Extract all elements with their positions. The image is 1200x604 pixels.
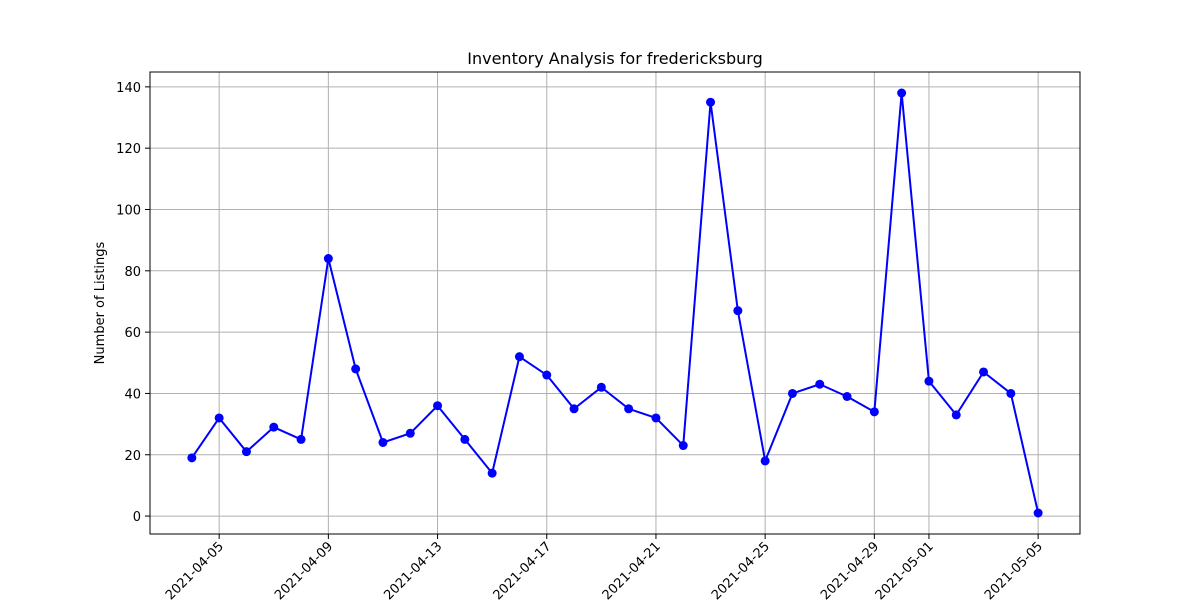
data-point: [241, 447, 251, 457]
data-point: [569, 404, 579, 414]
data-point: [924, 376, 934, 386]
data-point: [514, 352, 524, 362]
data-point: [214, 413, 224, 423]
data-point: [733, 306, 743, 316]
data-point: [460, 434, 470, 444]
data-point: [624, 404, 634, 414]
y-tick-label: 140: [116, 81, 141, 96]
y-tick-label: 0: [133, 510, 141, 525]
x-tick-label: 2021-04-13: [381, 539, 445, 600]
y-tick-label: 100: [116, 203, 141, 218]
data-point: [433, 401, 443, 411]
y-tick-label: 40: [124, 387, 141, 402]
x-tick-label: 2021-04-29: [818, 539, 882, 600]
data-point: [323, 254, 333, 264]
series-line: [191, 92, 1040, 514]
data-series: [187, 88, 1043, 518]
chart-title: Inventory Analysis for fredericksburg: [467, 49, 762, 68]
x-tick-label: 2021-04-17: [491, 539, 555, 600]
grid-lines: [150, 72, 1080, 534]
y-tick-label: 60: [124, 326, 141, 341]
data-point: [596, 382, 606, 392]
x-tick-label: 2021-04-05: [163, 539, 227, 600]
y-tick-label: 80: [124, 265, 141, 280]
x-tick-label: 2021-04-21: [600, 539, 664, 600]
y-axis-label: Number of Listings: [93, 241, 108, 364]
data-point: [815, 379, 825, 389]
data-point: [842, 392, 852, 402]
data-point: [869, 407, 879, 417]
y-tick-label: 120: [116, 142, 141, 157]
data-point: [487, 468, 497, 478]
data-point: [651, 413, 661, 423]
axes: 2021-04-05 2021-04-09 2021-04-13 2021-04-17…: [116, 71, 1081, 603]
data-point: [787, 388, 797, 398]
data-point: [542, 370, 552, 380]
data-point: [897, 88, 907, 98]
data-point: [678, 441, 688, 451]
x-tick-label: 2021-05-01: [873, 539, 937, 600]
plot-frame: [149, 71, 1081, 535]
data-point: [706, 97, 716, 107]
data-point: [1006, 388, 1016, 398]
data-point: [760, 456, 770, 466]
data-point: [269, 422, 279, 432]
x-tick-label: 2021-05-05: [982, 539, 1046, 600]
x-tick-label: 2021-04-09: [272, 539, 336, 600]
data-point: [1033, 508, 1043, 518]
data-point: [405, 428, 415, 438]
data-point: [296, 434, 306, 444]
x-tick-label: 2021-04-25: [709, 539, 773, 600]
data-point: [187, 453, 197, 463]
y-tick-label: 20: [124, 449, 141, 464]
data-point: [351, 364, 361, 374]
data-point: [378, 437, 388, 447]
data-point: [979, 367, 989, 377]
data-point: [951, 410, 961, 420]
